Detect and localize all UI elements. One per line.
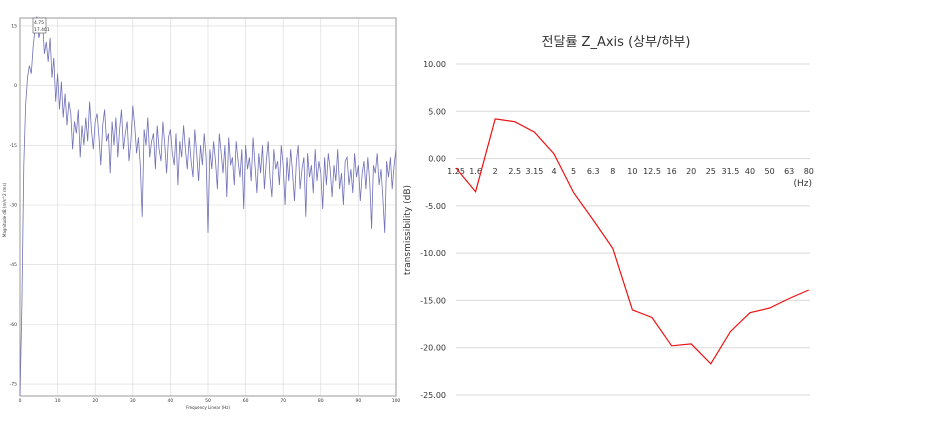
spectrum-x-tick-label: 20 <box>92 398 98 404</box>
spectrum-y-tick-label: -75 <box>10 382 17 388</box>
x-tick-label: 50 <box>765 167 775 176</box>
transmissibility-series-group <box>455 118 810 365</box>
x-tick-label: 40 <box>745 167 755 176</box>
x-tick-label: 20 <box>686 167 696 176</box>
spectrum-chart: 0 10 20 30 40 50 60 70 80 90 100 15 0 -15 -30 -45 -60 -75… <box>2 16 401 410</box>
spectrum-chart-panel: 0 10 20 30 40 50 60 70 80 90 100 15 0 -15 -30 -45 -60 -75… <box>0 0 400 420</box>
spectrum-cursor-tooltip: 4.75 17.401 <box>32 17 50 34</box>
x-tick-label: 3.15 <box>525 167 543 176</box>
spectrum-x-tick-label: 80 <box>318 398 324 404</box>
y-tick-label: -20.00 <box>420 344 446 353</box>
x-tick-label: 1.25 <box>447 167 465 176</box>
y-tick-label: -25.00 <box>420 391 446 400</box>
y-tick-label: -5.00 <box>425 202 446 211</box>
transmissibility-series-line <box>455 118 810 365</box>
spectrum-x-tick-label: 40 <box>168 398 174 404</box>
x-tick-label: 80 <box>804 167 814 176</box>
cursor-tooltip-x: 4.75 <box>34 20 44 26</box>
spectrum-y-tick-label: -60 <box>10 322 17 328</box>
x-tick-label: 12.5 <box>643 167 661 176</box>
x-tick-label: 63 <box>784 167 794 176</box>
x-tick-label: 10 <box>627 167 637 176</box>
spectrum-x-tick-label: 10 <box>55 398 61 404</box>
spectrum-x-tick-label: 30 <box>130 398 136 404</box>
cursor-tooltip-y: 17.401 <box>34 27 50 33</box>
spectrum-x-tick-label: 90 <box>356 398 362 404</box>
y-tick-label: 5.00 <box>428 107 446 116</box>
x-tick-label: 2 <box>493 167 498 176</box>
x-tick-labels: 1.25 1.6 2 2.5 3.15 4 5 6.3 8 10 12.5 16 20 25 31.5 40 5… <box>447 167 814 176</box>
spectrum-series-group <box>19 16 397 397</box>
transmissibility-grid <box>456 63 810 396</box>
y-tick-label: -15.00 <box>420 296 446 305</box>
spectrum-y-axis-label: Magnitude dB (m/s^2 rms) <box>2 182 7 237</box>
x-tick-label: 2.5 <box>508 167 521 176</box>
x-tick-label: 1.6 <box>469 167 482 176</box>
spectrum-y-tick-label: 15 <box>11 23 17 29</box>
y-tick-label: 0.00 <box>428 155 446 164</box>
spectrum-x-tick-label: 70 <box>280 398 286 404</box>
spectrum-grid <box>19 18 397 396</box>
y-tick-labels: 10.00 5.00 0.00 -5.00 -10.00 -15.00 -20.00 -25.… <box>420 60 446 400</box>
x-tick-label: 5 <box>571 167 576 176</box>
y-tick-label: -10.00 <box>420 249 446 258</box>
y-axis-label: transmissibility (dB) <box>403 185 413 275</box>
x-tick-label: 31.5 <box>721 167 739 176</box>
x-axis-unit-label: (Hz) <box>793 179 812 189</box>
x-tick-label: 25 <box>706 167 716 176</box>
x-tick-label: 4 <box>551 167 556 176</box>
spectrum-y-tick-label: -15 <box>10 143 17 149</box>
spectrum-y-tick-label: -30 <box>10 203 17 209</box>
spectrum-series-line <box>19 16 397 397</box>
spectrum-x-tick-label: 100 <box>392 398 400 404</box>
cursor-tooltip-box <box>32 17 47 34</box>
x-tick-label: 6.3 <box>587 167 600 176</box>
transmissibility-chart: 전달률 Z_Axis (상부/하부) 10.00 5.00 0.00 -5.00 -10… <box>403 35 814 400</box>
x-tick-label: 16 <box>667 167 677 176</box>
spectrum-x-tick-label: 0 <box>19 398 22 404</box>
spectrum-y-tick-label: -45 <box>10 262 17 268</box>
spectrum-plot-frame <box>19 17 397 397</box>
spectrum-x-axis-label: Frequency Linear (Hz) <box>186 405 230 410</box>
transmissibility-chart-panel: 전달률 Z_Axis (상부/하부) 10.00 5.00 0.00 -5.00 -10… <box>400 0 929 420</box>
chart-title: 전달률 Z_Axis (상부/하부) <box>542 35 691 50</box>
y-tick-label: 10.00 <box>423 60 446 69</box>
spectrum-x-tick-label: 60 <box>243 398 249 404</box>
spectrum-x-tick-label: 50 <box>205 398 211 404</box>
spectrum-y-tick-label: 0 <box>14 83 17 89</box>
spectrum-tick-labels: 0 10 20 30 40 50 60 70 80 90 100 15 0 -15 -30 -45 -60 -75 <box>10 23 401 404</box>
x-tick-label: 8 <box>610 167 615 176</box>
